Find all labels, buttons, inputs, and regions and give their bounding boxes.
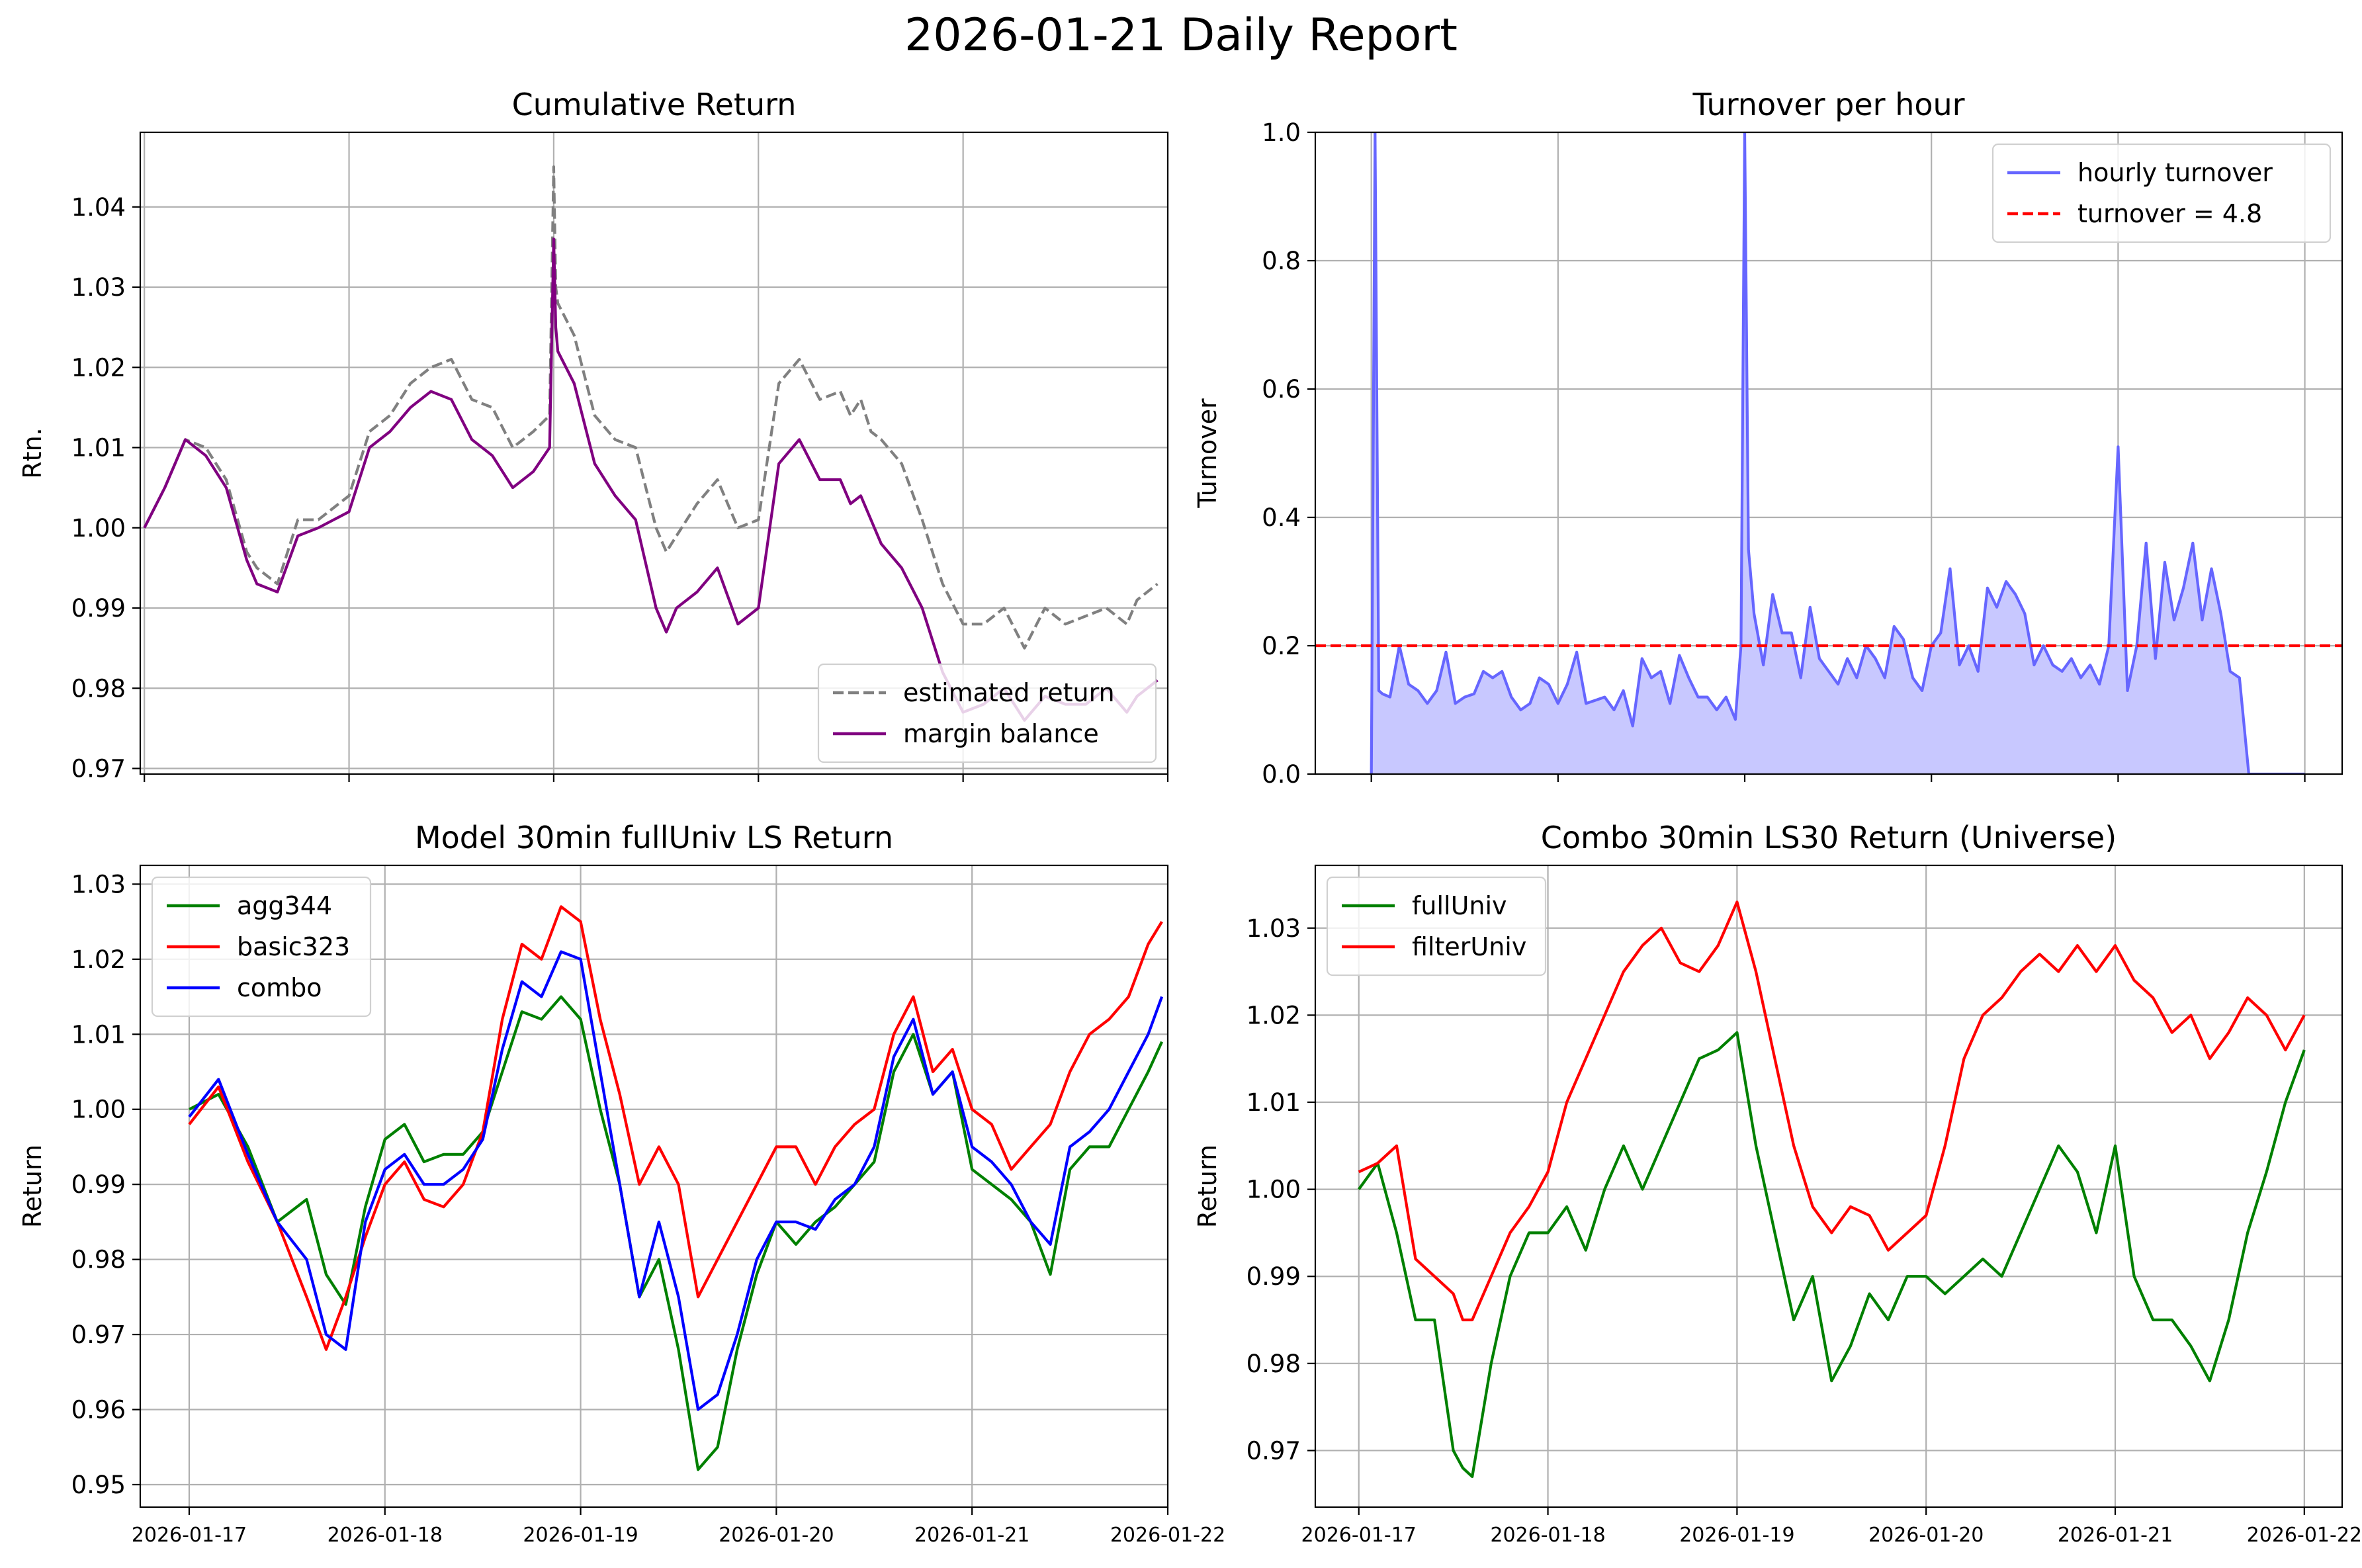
axes-frame (139, 131, 1169, 775)
legend: estimated return margin balance (817, 663, 1157, 763)
y-tick-label: 1.0 (1262, 118, 1301, 147)
y-tick-label: 1.04 (71, 193, 126, 222)
y-tick-label: 0.6 (1262, 375, 1301, 404)
legend-label-combo: combo (237, 973, 322, 1002)
chart-panel-4: 2026-01-17 2026-01-18 2026-01-19 2026-01-20… (1193, 820, 2362, 1547)
series-line-fulluniv (1357, 1031, 2306, 1478)
legend-box (1326, 876, 1547, 977)
y-tick-label: 1.00 (71, 1096, 126, 1124)
y-tick-label: 0.97 (1247, 1436, 1301, 1465)
chart-title: Model 30min fullUniv LS Return (415, 820, 893, 855)
plot-area (1315, 132, 2342, 774)
y-tick-label: 0.8 (1262, 247, 1301, 275)
y-tick-label: 1.02 (71, 945, 126, 974)
y-axis-label: Rtn. (18, 427, 47, 478)
legend-label-basic323: basic323 (237, 932, 350, 961)
x-tick-label: 2026-01-18 (328, 1524, 443, 1547)
x-tick-label: 2026-01-17 (1301, 1524, 1417, 1547)
y-tick-label: 0.95 (71, 1471, 126, 1499)
y-tick-label: 0.97 (71, 1321, 126, 1349)
y-axis-label: Return (1193, 1145, 1222, 1228)
y-tick-label: 1.01 (71, 1020, 126, 1049)
y-tick-label: 0.98 (1247, 1350, 1301, 1378)
chart-title: Combo 30min LS30 Return (Universe) (1541, 820, 2117, 855)
y-axis-label: Turnover (1193, 398, 1222, 509)
plot-area (188, 905, 1164, 1471)
y-tick-label: 0.2 (1262, 632, 1301, 660)
x-tick-label: 2026-01-22 (2247, 1524, 2362, 1547)
legend-label-filteruniv: filterUniv (1412, 932, 1526, 961)
axes-frame (1314, 131, 2343, 775)
y-axis-label: Return (18, 1145, 47, 1228)
legend: fullUniv filterUniv (1326, 876, 1547, 977)
y-tick-label: 0.97 (71, 755, 126, 783)
legend-box (151, 876, 372, 1018)
chart-panel-1: 0.97 0.98 0.99 1.00 1.01 1.02 1.03 1.04 Cumulati… (18, 87, 1169, 783)
x-tick-label: 2026-01-19 (523, 1524, 638, 1547)
figure-suptitle: 2026-01-21 Daily Report (904, 9, 1458, 62)
chart-title: Turnover per hour (1692, 87, 1964, 122)
legend-box (817, 663, 1157, 763)
y-tick-label: 0.99 (1247, 1262, 1301, 1291)
x-tick-label: 2026-01-21 (2058, 1524, 2173, 1547)
series-line-agg344 (189, 995, 1164, 1471)
legend-label-fulluniv: fullUniv (1412, 891, 1507, 920)
series-line-filteruniv (1358, 900, 2306, 1322)
y-tick-label: 1.03 (71, 273, 126, 302)
x-tick-label: 2026-01-21 (914, 1524, 1029, 1547)
legend-label-turnover-4-8: turnover = 4.8 (2078, 199, 2262, 228)
y-tick-label: 1.02 (71, 353, 126, 382)
x-tick-label: 2026-01-20 (1868, 1524, 1984, 1547)
y-tick-label: 1.03 (71, 870, 126, 898)
chart-panel-2: 0.0 0.2 0.4 0.6 0.8 1.0 Turnover per hour Turno… (1193, 87, 2343, 789)
y-tick-label: 0.0 (1262, 760, 1301, 789)
x-tick-label: 2026-01-17 (132, 1524, 247, 1547)
y-tick-label: 0.96 (71, 1396, 126, 1424)
x-tick-label: 2026-01-20 (719, 1524, 834, 1547)
legend-label-estimated-return: estimated return (903, 678, 1115, 707)
y-tick-label: 0.4 (1262, 503, 1301, 532)
y-tick-label: 1.01 (1247, 1088, 1301, 1117)
chart-panel-3: 2026-01-17 2026-01-18 2026-01-19 2026-01-20… (18, 820, 1225, 1547)
series-line-basic323 (188, 905, 1163, 1351)
legend: agg344 basic323 combo (151, 876, 372, 1018)
chart-title: Cumulative Return (512, 87, 797, 122)
series-line-estimated-return (143, 165, 1159, 650)
y-tick-label: 1.03 (1247, 914, 1301, 943)
y-tick-label: 1.00 (1247, 1176, 1301, 1204)
y-tick-label: 0.99 (71, 594, 126, 623)
legend-label-hourly-turnover: hourly turnover (2078, 158, 2273, 187)
y-tick-label: 0.98 (71, 674, 126, 703)
y-tick-label: 1.02 (1247, 1001, 1301, 1029)
x-tick-label: 2026-01-19 (1679, 1524, 1794, 1547)
axes-frame (139, 864, 1169, 1508)
y-tick-label: 1.00 (71, 514, 126, 543)
legend-box (1991, 143, 2332, 243)
y-tick-label: 0.99 (71, 1170, 126, 1199)
series-line-hourly-turnover (1370, 132, 2305, 774)
series-line-combo (188, 950, 1164, 1411)
chart-panels: 0.97 0.98 0.99 1.00 1.01 1.02 1.03 1.04 Cumulati… (18, 87, 2362, 1547)
legend: hourly turnover turnover = 4.8 (1991, 143, 2332, 243)
legend-label-margin-balance: margin balance (903, 719, 1099, 748)
x-tick-label: 2026-01-22 (1110, 1524, 1225, 1547)
x-tick-label: 2026-01-18 (1490, 1524, 1605, 1547)
y-tick-label: 1.01 (71, 434, 126, 462)
legend-label-agg344: agg344 (237, 891, 332, 920)
plot-area (1357, 900, 2306, 1478)
y-tick-label: 0.98 (71, 1246, 126, 1274)
axes-frame (1314, 864, 2343, 1508)
